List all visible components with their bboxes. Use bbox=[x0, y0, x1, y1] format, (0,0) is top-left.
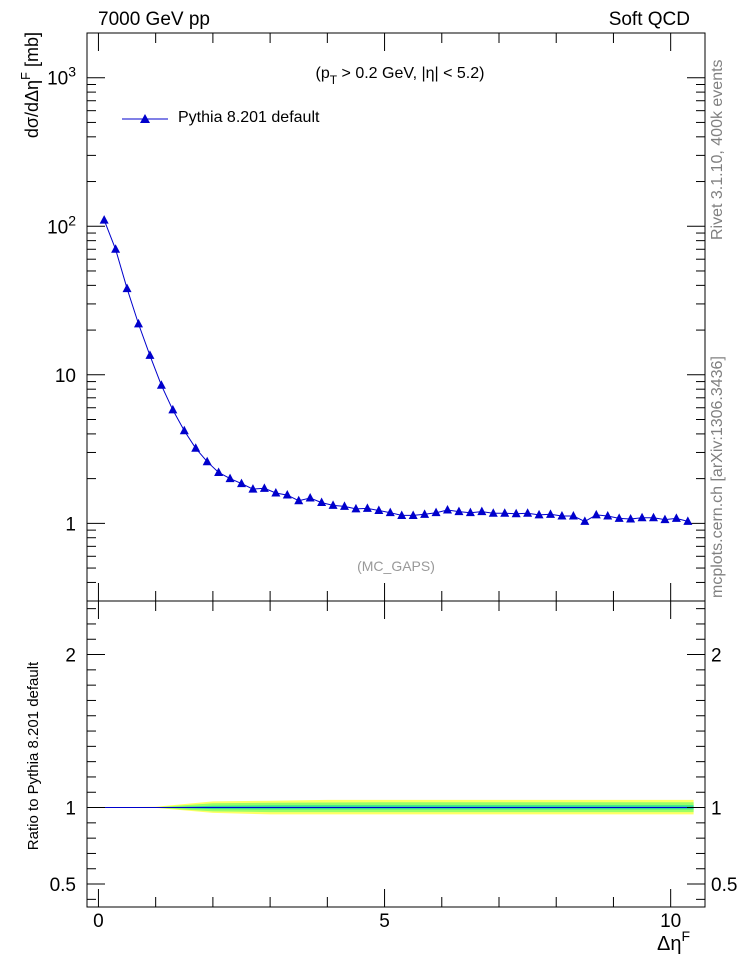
data-point bbox=[317, 497, 327, 507]
ratio-y-tick-label: 0.5 bbox=[50, 875, 76, 896]
analysis-label: (MC_GAPS) bbox=[357, 558, 435, 574]
x-tick-label: 0 bbox=[93, 911, 104, 932]
data-point bbox=[420, 509, 430, 518]
ratio-y-axis-label-visible: Ratio to Pythia 8.201 default bbox=[25, 661, 42, 850]
data-point bbox=[637, 512, 647, 522]
data-point bbox=[443, 504, 452, 514]
data-point bbox=[626, 513, 636, 523]
data-point bbox=[671, 513, 681, 522]
main-y-tick-label: 10 bbox=[55, 366, 76, 387]
data-point bbox=[225, 473, 235, 483]
data-point bbox=[271, 488, 281, 497]
data-point bbox=[683, 516, 693, 525]
series-line bbox=[103, 219, 688, 522]
data-point bbox=[591, 509, 601, 519]
data-point bbox=[122, 283, 132, 293]
data-point bbox=[500, 508, 510, 517]
data-point bbox=[568, 511, 578, 520]
mcplots-reference-label: mcplots.cern.ch [arXiv:1306.3436] bbox=[709, 356, 726, 598]
data-point bbox=[397, 510, 407, 519]
data-point bbox=[248, 484, 258, 493]
ratio-y-tick-label: 1 bbox=[65, 799, 76, 820]
ratio-plot-frame bbox=[86, 600, 706, 908]
ratio-y-tick-label: 2 bbox=[65, 646, 76, 667]
main-y-tick-label: 102 bbox=[47, 212, 76, 238]
data-point bbox=[351, 503, 361, 513]
ratio-y-tick-label-right: 0.5 bbox=[711, 875, 737, 896]
legend-label: Pythia 8.201 default bbox=[178, 109, 320, 126]
data-point bbox=[111, 244, 121, 253]
ratio-plot-panel: 0 5 10 0.5 0.5 1 1 2 2 bbox=[50, 600, 737, 932]
data-point bbox=[580, 516, 590, 525]
process-label: Soft QCD bbox=[609, 9, 690, 30]
cut-label: (pT > 0.2 GeV, |η| < 5.2) bbox=[316, 65, 485, 87]
ratio-y-tick-label-right: 1 bbox=[711, 799, 722, 820]
data-point bbox=[99, 215, 109, 224]
data-point bbox=[145, 350, 155, 359]
ratio-y-tick-label-right: 2 bbox=[711, 646, 722, 667]
data-point bbox=[385, 507, 395, 517]
x-tick-label: 5 bbox=[379, 911, 390, 932]
data-point bbox=[534, 509, 544, 519]
data-point bbox=[362, 503, 372, 512]
data-point bbox=[305, 493, 315, 502]
data-point bbox=[134, 318, 143, 328]
data-point bbox=[454, 506, 464, 516]
legend: Pythia 8.201 default bbox=[122, 109, 320, 126]
data-point bbox=[374, 505, 384, 515]
data-point bbox=[294, 495, 304, 505]
data-point bbox=[282, 490, 292, 499]
data-point bbox=[237, 478, 246, 488]
main-y-axis-label: dσ/dΔηF [mb] bbox=[18, 32, 42, 138]
data-point bbox=[603, 511, 613, 520]
data-point bbox=[431, 507, 441, 517]
data-point bbox=[523, 508, 533, 517]
data-point bbox=[546, 509, 555, 518]
data-point bbox=[328, 500, 338, 509]
data-point bbox=[340, 501, 349, 510]
data-point bbox=[202, 456, 212, 466]
rivet-version-label: Rivet 3.1.10, 400k events bbox=[709, 59, 726, 240]
data-point bbox=[179, 425, 189, 435]
data-point bbox=[214, 467, 224, 476]
data-point bbox=[649, 512, 658, 522]
data-point bbox=[660, 514, 670, 524]
beam-energy-label: 7000 GeV pp bbox=[98, 9, 210, 30]
data-point bbox=[408, 510, 418, 519]
legend-marker-triangle-icon bbox=[140, 114, 150, 123]
main-plot-panel: 1 10 102 103 bbox=[47, 32, 706, 602]
main-y-tick-label: 103 bbox=[47, 64, 76, 90]
data-point bbox=[465, 507, 475, 517]
data-point bbox=[477, 506, 487, 516]
data-point bbox=[156, 380, 166, 389]
data-point bbox=[191, 443, 201, 452]
data-point bbox=[259, 483, 269, 492]
x-axis-label: ΔηF bbox=[657, 928, 690, 955]
main-y-tick-label: 1 bbox=[65, 514, 76, 535]
data-point bbox=[614, 513, 624, 522]
data-point bbox=[488, 508, 498, 517]
data-point bbox=[557, 511, 567, 520]
x-tick-label: 10 bbox=[660, 911, 681, 932]
data-point bbox=[511, 508, 521, 518]
data-point bbox=[168, 404, 178, 414]
